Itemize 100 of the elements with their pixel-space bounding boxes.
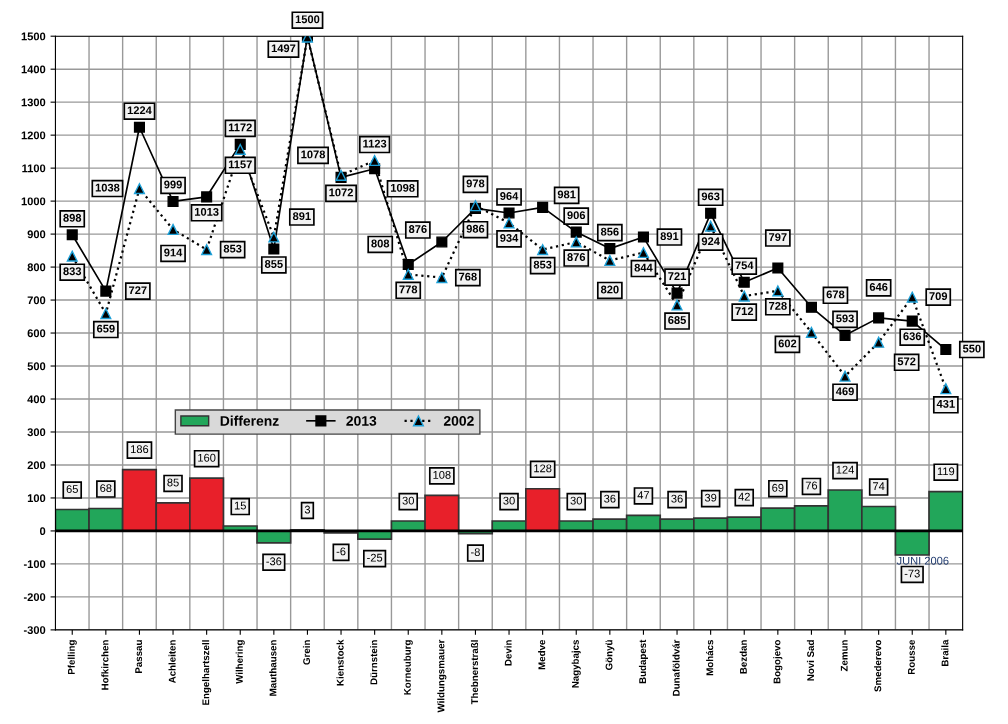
data-label: 898 [63,213,82,222]
y-tick-label: 1500 [21,32,46,41]
legend-label: Differenz [220,415,279,426]
data-label: 833 [63,267,82,276]
data-label: 712 [735,307,754,315]
data-label: 128 [534,464,552,473]
data-label: 1038 [95,183,120,192]
data-label: 1500 [295,15,320,24]
data-label: 30 [570,496,582,505]
x-tick-label: Wilhering [235,640,245,684]
data-label: -8 [470,548,480,556]
data-label: 820 [600,285,619,294]
legend-label: 2013 [346,415,377,426]
data-label: 646 [869,282,888,291]
data-label: 108 [433,470,451,479]
data-label: 891 [292,212,311,221]
data-label: 999 [164,180,182,189]
y-tick-label: 1000 [21,197,46,206]
data-label: 593 [836,314,854,323]
annotation: JUNI 2006 [896,556,949,565]
data-label: 659 [96,324,115,333]
data-label: -36 [266,557,282,566]
x-tick-label: Wildungsmauer [437,639,447,713]
y-tick-label: 700 [27,296,46,305]
data-label: 74 [873,482,885,490]
data-label: 728 [769,301,787,310]
x-tick-label: Mohács [706,640,714,676]
y-tick-label: 400 [27,395,46,404]
data-label: 721 [668,272,686,280]
data-label: 36 [604,494,616,503]
data-label: 636 [903,332,922,341]
y-tick-label: 0 [39,527,46,536]
x-tick-label: Smederevo [874,639,882,692]
data-label: 124 [836,465,854,474]
data-label: 924 [701,237,720,246]
data-label: 85 [167,478,179,487]
data-label: 964 [500,192,519,200]
data-label: 678 [826,290,845,299]
data-label: 853 [533,260,552,269]
x-tick-label: Novi Sad [806,640,815,681]
y-tick-label: 100 [27,494,46,503]
x-tick-label: Kienstock [336,639,344,686]
x-tick-label: Passau [135,640,143,673]
data-label: 69 [772,483,784,492]
data-label: 963 [701,192,720,201]
x-tick-label: Devin [504,640,512,666]
x-tick-label: Engelhartszell [202,640,212,705]
y-tick-label: -300 [23,626,46,635]
data-label: 1072 [329,188,353,197]
x-tick-label: Mauthausen [269,640,277,696]
x-tick-label: Nagybajcs [571,640,581,688]
data-label: 76 [805,481,818,490]
data-label: 42 [738,492,750,501]
data-label: 36 [671,494,683,503]
x-tick-label: Dunaföldvár [672,639,680,696]
data-label: 797 [769,233,787,242]
data-label: 1123 [363,139,387,148]
y-tick-label: 800 [27,263,46,272]
x-tick-label: Korneuburg [403,640,413,695]
y-tick-label: 1100 [22,164,46,173]
data-label: 934 [500,233,519,242]
data-label: -25 [367,553,383,562]
data-label: 602 [778,339,797,348]
data-label: 844 [634,263,653,272]
data-label: 727 [129,286,147,295]
x-tick-label: Pfelling [67,640,77,675]
data-label: 1497 [271,44,296,53]
data-label: 709 [929,292,948,301]
y-tick-label: 1400 [21,65,46,74]
y-tick-label: 1200 [21,131,46,140]
x-tick-label: Bogojevo [773,639,783,684]
data-label: -73 [904,569,920,578]
x-tick-label: Braila [941,639,949,666]
x-tick-label: Medve [538,639,546,670]
data-label: 160 [198,453,216,462]
y-tick-label: -200 [23,593,46,602]
y-tick-label: 600 [27,329,46,338]
x-tick-label: Budapest [638,639,648,684]
data-label: 1157 [228,160,252,169]
data-label: 853 [223,244,242,253]
data-label: 469 [835,387,854,396]
x-tick-label: Zemun [840,640,848,672]
data-label: 768 [459,272,477,281]
x-tick-label: Thebnerstraßl [470,640,479,705]
data-label: 914 [164,248,183,257]
x-tick-label: Gönyü [605,640,615,670]
data-label: 876 [567,253,586,261]
data-label: 47 [637,491,650,499]
data-label: 981 [557,190,576,199]
data-label: 856 [600,227,619,236]
data-label: 431 [936,399,955,408]
data-label: 30 [402,496,414,505]
data-label: 891 [660,232,679,241]
data-label: 186 [131,445,149,454]
data-label: 808 [371,239,390,248]
data-label: 1078 [301,150,326,159]
y-tick-label: -100 [23,560,46,569]
data-label: 978 [466,179,485,188]
x-tick-label: Achleiten [168,640,176,684]
data-label: 30 [503,496,515,505]
